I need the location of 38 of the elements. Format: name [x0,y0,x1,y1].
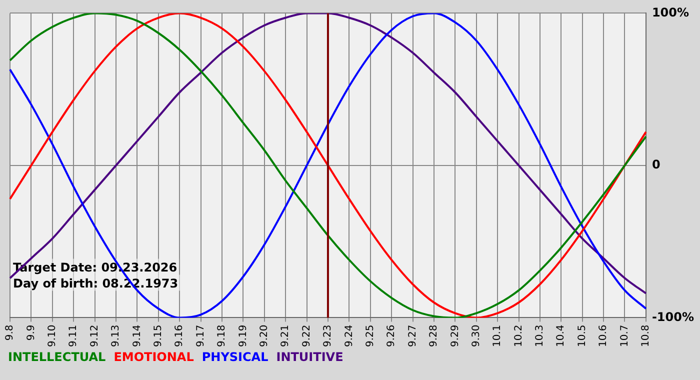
x-tick-label: 10.4 [556,324,567,347]
x-tick-label: 9.11 [68,324,80,347]
x-tick-label: 9.21 [280,324,292,347]
x-tick-label: 9.15 [152,324,164,347]
x-tick-label: 9.23 [322,324,334,347]
x-tick-label: 10.7 [619,324,630,347]
text: INTELLECTUAL [8,350,106,364]
x-tick-label: 10.1 [492,324,504,347]
text: PHYSICAL [202,350,268,364]
x-tick-label: 9.27 [407,324,418,347]
x-tick-label: 9.28 [428,324,440,347]
x-tick-label: 9.18 [216,324,228,347]
x-tick-label: 9.25 [364,324,376,347]
x-tick-label: 10.3 [534,324,546,347]
x-tick-label: 9.14 [132,324,143,347]
x-tick-label: 9.19 [238,324,249,347]
x-tick-label: 9.8 [4,324,16,341]
x-tick-label: 9.26 [386,324,398,347]
y-tick-label: -100% [652,310,694,324]
x-tick-label: 10.8 [640,324,652,347]
x-tick-label: 9.17 [195,324,206,347]
x-tick-label: 9.29 [450,324,461,347]
text: EMOTIONAL [114,350,194,364]
x-tick-label: 10.5 [576,324,588,347]
y-tick-label: 0 [652,158,660,172]
x-tick-label: 9.9 [26,324,37,341]
x-tick-label: 10.2 [513,324,524,347]
x-tick-label: 9.13 [110,324,122,347]
x-tick-label: 9.12 [89,324,100,347]
text: INTUITIVE [276,350,344,364]
x-tick-label: 9.16 [174,324,186,347]
y-tick-label: 100% [652,5,690,20]
x-tick-label: 9.20 [258,324,270,347]
x-tick-label: 9.30 [470,324,482,347]
x-tick-label: 9.10 [46,324,58,347]
x-tick-label: 9.24 [344,324,355,347]
x-tick-label: 9.22 [301,324,312,347]
x-tick-label: 10.6 [598,324,610,347]
